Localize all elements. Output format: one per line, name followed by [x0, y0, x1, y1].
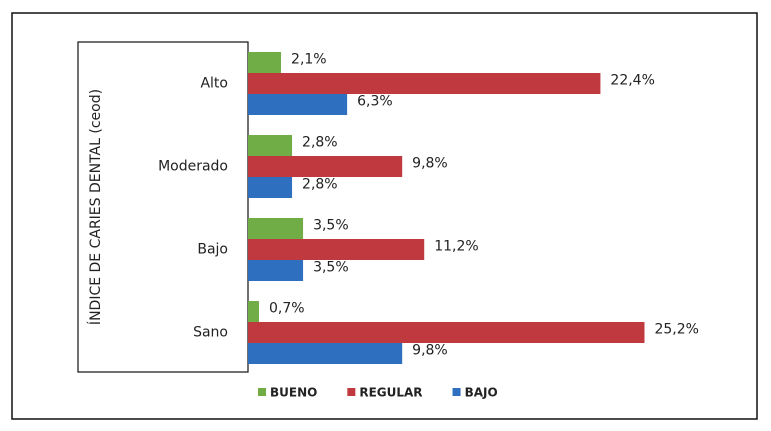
legend-label: REGULAR [359, 386, 422, 400]
value-label: 3,5% [313, 218, 349, 234]
legend-label: BAJO [465, 386, 498, 400]
bar [248, 239, 425, 260]
legend-swatch [258, 388, 266, 396]
value-label: 0,7% [269, 301, 305, 317]
value-label: 22,4% [610, 73, 654, 89]
legend-label: BUENO [270, 386, 317, 400]
y-tick-label: Moderado [158, 159, 228, 175]
y-tick-label: Alto [200, 76, 228, 92]
bar [248, 218, 304, 239]
value-label: 2,1% [291, 52, 327, 68]
value-label: 6,3% [357, 94, 393, 110]
bar [248, 94, 348, 115]
y-tick-label: Bajo [197, 242, 228, 258]
bar [248, 52, 282, 73]
y-axis-label: ÍNDICE DE CARIES DENTAL (ceod) [87, 89, 104, 325]
bar [248, 260, 304, 281]
bar [248, 177, 293, 198]
axis-label-box [77, 41, 249, 373]
y-tick-label: Sano [193, 325, 228, 341]
bar [248, 343, 403, 364]
bar [248, 156, 403, 177]
bar [248, 73, 601, 94]
value-label: 9,8% [412, 343, 448, 359]
bar [248, 301, 260, 322]
legend-swatch [452, 388, 461, 396]
value-label: 3,5% [313, 260, 349, 276]
value-label: 2,8% [302, 135, 338, 151]
value-label: 9,8% [412, 156, 448, 172]
value-label: 25,2% [654, 322, 698, 338]
bar [248, 135, 293, 156]
legend-swatch [347, 388, 356, 396]
bar [248, 322, 645, 343]
value-label: 11,2% [434, 239, 478, 255]
value-label: 2,8% [302, 177, 338, 193]
